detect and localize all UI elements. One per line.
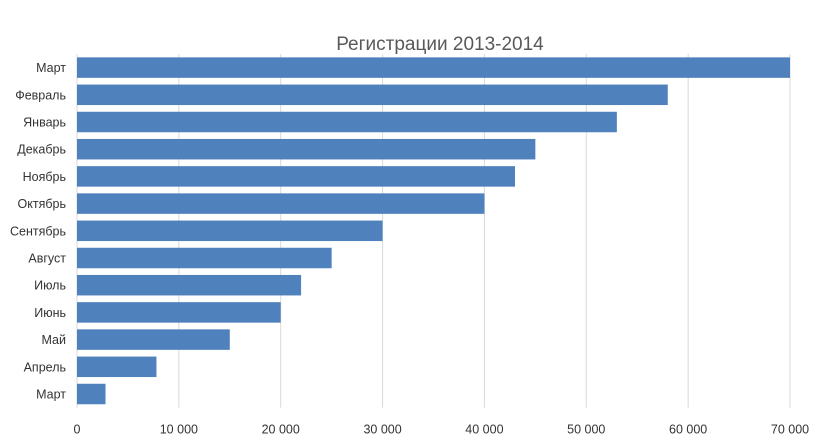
x-tick-label: 40 000	[465, 423, 503, 437]
category-label: Февраль	[15, 88, 66, 102]
bar	[77, 193, 485, 214]
bar	[77, 329, 230, 350]
x-tick-label: 0	[74, 423, 81, 437]
bar	[77, 356, 157, 378]
category-label: Январь	[23, 116, 66, 130]
category-label: Сентябрь	[10, 224, 66, 238]
bar	[77, 302, 281, 323]
category-label: Октябрь	[18, 197, 66, 211]
category-label: Май	[42, 333, 67, 347]
bar	[77, 383, 106, 405]
bars	[77, 57, 790, 405]
category-label: Апрель	[24, 360, 66, 374]
bar	[77, 111, 617, 133]
bar	[77, 166, 515, 187]
bar	[77, 247, 332, 269]
category-labels: Март Февраль Январь Декабрь Ноябрь Октябрь Сен…	[10, 61, 66, 401]
bar	[77, 274, 302, 296]
category-label: Июнь	[34, 306, 66, 320]
x-tick-label: 70 000	[771, 423, 809, 437]
bar	[77, 84, 668, 106]
category-label: Март	[36, 61, 66, 75]
x-tick-label: 50 000	[567, 423, 605, 437]
category-label: Март	[36, 388, 66, 402]
x-tick-label: 30 000	[363, 423, 401, 437]
category-label: Декабрь	[17, 143, 66, 157]
category-label: Июль	[34, 279, 66, 293]
x-tick-label: 10 000	[160, 423, 198, 437]
x-tick-label: 20 000	[262, 423, 300, 437]
x-tick-label: 60 000	[669, 423, 707, 437]
category-label: Август	[28, 252, 66, 266]
x-axis-ticks: 0 10 000 20 000 30 000 40 000 50 000 60 000 70 …	[74, 423, 810, 437]
chart-title: Регистрации 2013-2014	[336, 34, 544, 55]
category-label: Ноябрь	[23, 170, 66, 184]
bar	[77, 220, 383, 242]
bar	[77, 138, 536, 160]
bar	[77, 57, 790, 78]
